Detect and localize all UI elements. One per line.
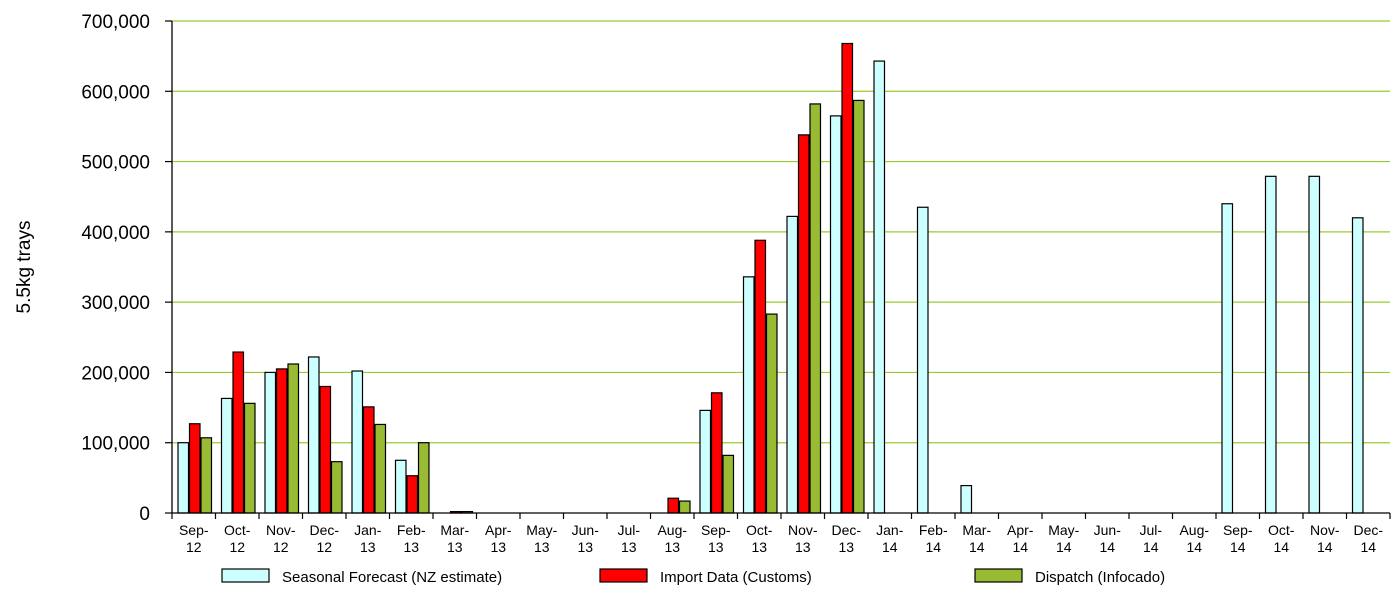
legend-swatch [974,568,1023,583]
x-tick-label: May-14 [1048,522,1079,555]
bar-dispatch-infocado-nov12 [287,363,300,514]
y-tick-label: 100,000 [81,434,150,455]
bar-dispatch-infocado-dec12 [330,461,343,514]
x-tick-label: Oct-12 [224,522,251,555]
y-tick-label: 600,000 [81,82,150,103]
x-tick-label: Jan-13 [354,522,382,555]
legend-item: Seasonal Forecast (NZ estimate) [221,568,502,586]
bar-dispatch-infocado-oct13 [765,313,778,514]
bar-seasonal-forecast-nz-estimate-sep13 [699,409,712,514]
x-tick-label: Nov-14 [1310,522,1340,555]
bar-import-data-customs-nov12 [275,368,288,514]
x-tick-label: Sep-14 [1223,522,1253,555]
bar-seasonal-forecast-nz-estimate-oct13 [742,276,755,514]
gridlines [172,20,1390,444]
bar-seasonal-forecast-nz-estimate-nov13 [786,215,799,514]
bar-seasonal-forecast-nz-estimate-jan13 [351,370,364,514]
bar-import-data-customs-dec13 [841,42,854,514]
y-tick-label: 700,000 [81,12,150,33]
x-tick-label: Dec-12 [309,522,339,555]
legend-label: Dispatch (Infocado) [1035,569,1165,586]
legend-label: Seasonal Forecast (NZ estimate) [282,569,502,586]
x-tick-label: Apr-13 [485,522,512,555]
bar-dispatch-infocado-sep13 [722,454,735,514]
bar-import-data-customs-sep13 [710,392,723,514]
bar-seasonal-forecast-nz-estimate-oct14 [1264,175,1277,514]
x-tick-label: Nov-13 [788,522,818,555]
bar-import-data-customs-oct12 [232,351,245,514]
bar-import-data-customs-feb13 [406,475,419,514]
y-tick-labels: 0 100,000 200,000 300,000 400,000 500,000 600,… [81,12,150,525]
x-tick-label: Jul-14 [1139,522,1162,555]
x-tick-label: Sep-12 [179,522,209,555]
bar-seasonal-forecast-nz-estimate-sep12 [177,442,190,514]
x-tick-label: Aug-14 [1179,522,1209,555]
bar-seasonal-forecast-nz-estimate-feb13 [394,459,407,514]
legend-item: Import Data (Customs) [599,568,812,586]
bars [177,42,1364,514]
bar-seasonal-forecast-nz-estimate-dec12 [307,356,320,514]
bar-dispatch-infocado-dec13 [852,99,865,514]
x-tick-label: Aug-13 [657,522,687,555]
x-tick-label: Apr-14 [1007,522,1034,555]
x-tick-labels: Sep-12 Oct-12 Nov-12 Dec-12 Jan-13 Feb-13 Mar-… [179,522,1383,555]
x-tick-label: May-13 [526,522,557,555]
bar-dispatch-infocado-feb13 [417,442,430,514]
legend-item: Dispatch (Infocado) [974,568,1165,586]
y-tick-label: 200,000 [81,363,150,384]
axes [165,20,1391,519]
bar-import-data-customs-sep12 [188,423,201,514]
x-tick-label: Oct-13 [746,522,773,555]
x-tick-label: Nov-12 [266,522,296,555]
legend: Seasonal Forecast (NZ estimate) Import Da… [221,568,1165,586]
bar-import-data-customs-jan13 [362,406,375,514]
x-tick-label: Jun-14 [1094,522,1122,555]
x-tick-label: Sep-13 [701,522,731,555]
x-tick-label: Oct-14 [1268,522,1295,555]
legend-label: Import Data (Customs) [660,569,812,586]
bar-seasonal-forecast-nz-estimate-dec13 [829,115,842,514]
bar-dispatch-infocado-sep12 [200,437,213,514]
bar-import-data-customs-aug13 [667,497,680,514]
bar-dispatch-infocado-nov13 [809,103,822,514]
legend-swatch [221,568,270,583]
x-tick-label: Dec-13 [831,522,861,555]
bar-import-data-customs-oct13 [754,239,767,514]
bar-seasonal-forecast-nz-estimate-nov14 [1308,175,1321,514]
x-tick-label: Jan-14 [876,522,904,555]
bar-dispatch-infocado-jan13 [374,423,387,514]
bar-seasonal-forecast-nz-estimate-sep14 [1221,203,1234,514]
x-tick-label: Jul-13 [617,522,640,555]
x-tick-label: Feb-14 [919,522,948,555]
x-tick-label: Mar-14 [962,522,991,555]
y-tick-label: 300,000 [81,293,150,314]
y-tick-label: 0 [139,504,150,525]
legend-swatch [599,568,648,583]
x-tick-label: Jun-13 [572,522,600,555]
bar-dispatch-infocado-oct12 [243,402,256,514]
bar-seasonal-forecast-nz-estimate-mar14 [960,484,973,514]
y-tick-label: 500,000 [81,153,150,174]
y-tick-label: 400,000 [81,223,150,244]
bar-dispatch-infocado-aug13 [678,500,691,514]
x-tick-label: Mar-13 [440,522,469,555]
bar-seasonal-forecast-nz-estimate-feb14 [916,206,929,514]
bar-seasonal-forecast-nz-estimate-oct12 [220,397,233,514]
bar-import-data-customs-nov13 [797,134,810,514]
x-tick-label: Feb-13 [397,522,426,555]
y-axis-label: 5.5kg trays [14,221,35,314]
bar-seasonal-forecast-nz-estimate-dec14 [1351,217,1364,514]
bar-import-data-customs-dec12 [319,385,332,514]
bar-seasonal-forecast-nz-estimate-nov12 [264,371,277,514]
x-tick-label: Dec-14 [1353,522,1383,555]
bar-seasonal-forecast-nz-estimate-jan14 [873,60,886,514]
